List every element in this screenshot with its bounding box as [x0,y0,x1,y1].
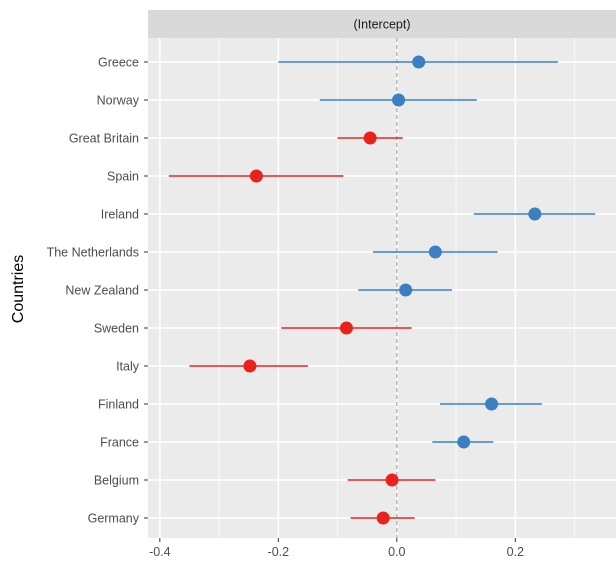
y-axis-title: Countries [10,255,27,323]
x-axis: -0.4 -0.2 0.0 0.2 [149,538,524,559]
point-estimates [243,55,542,525]
x-tick-label: 0.0 [388,545,405,559]
y-tick-label: Finland [98,398,139,412]
y-tick-label: Sweden [94,322,139,336]
y-tick-label: Greece [98,56,139,70]
y-tick-label: Belgium [94,474,139,488]
point-estimate [339,321,353,335]
y-tick-label: Ireland [101,208,139,222]
x-tick-label: 0.2 [507,545,524,559]
point-estimate [485,397,499,411]
point-estimate [249,169,263,183]
point-estimate [428,245,442,259]
point-estimate [392,93,406,107]
y-tick-label: Italy [116,360,140,374]
facet-strip [148,10,616,38]
y-tick-label: New Zealand [65,284,139,298]
y-tick-label: Spain [107,170,139,184]
x-tick-label: -0.2 [268,545,290,559]
y-tick-label: The Netherlands [47,246,139,260]
point-estimate [399,283,413,297]
minor-gridlines [218,38,575,538]
point-estimate [376,511,390,525]
plot-panel [148,38,616,538]
facet-strip-label: (Intercept) [354,18,411,32]
y-tick-label: Great Britain [69,132,139,146]
point-estimate [528,207,542,221]
point-estimate [412,55,426,69]
point-estimate [243,359,257,373]
y-tick-label: Germany [88,512,140,526]
y-tick-label: Norway [97,94,140,108]
point-estimate [457,435,471,449]
y-tick-label: France [100,436,139,450]
point-estimate [363,131,377,145]
y-axis: Greece Norway Great Britain Spain Ireland The… [47,56,148,526]
point-estimate [385,473,399,487]
x-tick-label: -0.4 [149,545,171,559]
